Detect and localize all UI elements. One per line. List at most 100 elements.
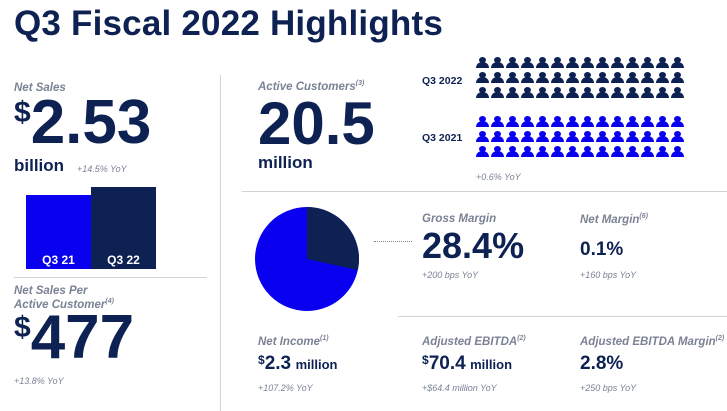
adjusted-ebitda-margin-label-text: Adjusted EBITDA Margin bbox=[580, 335, 716, 348]
net-income-label: Net Income(1) bbox=[258, 335, 329, 348]
gross-margin-value: 28.4% bbox=[422, 225, 525, 266]
customers-icons-row-q3-2022-a bbox=[476, 57, 686, 68]
person-icon bbox=[476, 87, 489, 98]
person-icon bbox=[476, 57, 489, 68]
active-customers-footnote: (3) bbox=[355, 80, 365, 87]
person-icon bbox=[596, 72, 609, 83]
person-icon bbox=[641, 116, 654, 127]
person-icon bbox=[491, 87, 504, 98]
pie-slice-small bbox=[307, 207, 360, 271]
customers-icons-row-q3-2021-b bbox=[476, 131, 686, 142]
gross-margin-change: +200 bps YoY bbox=[422, 270, 479, 280]
adjusted-ebitda-number: 70.4 bbox=[428, 353, 466, 374]
person-icon bbox=[566, 57, 579, 68]
adjusted-ebitda-margin-change: +250 bps YoY bbox=[580, 383, 637, 393]
person-icon bbox=[521, 146, 534, 157]
person-icon bbox=[596, 131, 609, 142]
active-customers-label: Active Customers(3) bbox=[258, 80, 364, 93]
person-icon bbox=[611, 116, 624, 127]
person-icon bbox=[521, 57, 534, 68]
bar-label-q3-22: Q3 22 bbox=[107, 253, 140, 267]
adjusted-ebitda-label-text: Adjusted EBITDA bbox=[422, 335, 518, 348]
customers-row-label-q3-2021: Q3 2021 bbox=[422, 132, 463, 144]
nspac-label-text: Active Customer bbox=[14, 298, 106, 311]
person-icon bbox=[581, 72, 594, 83]
person-icon bbox=[506, 72, 519, 83]
person-icon bbox=[611, 131, 624, 142]
active-customers-value: 20.5 bbox=[258, 90, 375, 157]
person-icon bbox=[551, 116, 564, 127]
person-icon bbox=[611, 57, 624, 68]
adjusted-ebitda-value: $70.4 million bbox=[422, 354, 512, 373]
net-sales-unit: billion bbox=[14, 156, 65, 175]
person-icon bbox=[641, 57, 654, 68]
person-icon bbox=[641, 146, 654, 157]
person-icon bbox=[551, 72, 564, 83]
adjusted-ebitda-currency: $ bbox=[422, 353, 429, 367]
customers-icons-row-q3-2022-b bbox=[476, 72, 686, 83]
person-icon bbox=[641, 72, 654, 83]
person-icon bbox=[671, 87, 684, 98]
net-sales-bar-q3-22: Q3 22 bbox=[91, 187, 156, 269]
person-icon bbox=[506, 146, 519, 157]
person-icon bbox=[551, 57, 564, 68]
customers-icons-row-q3-2022-c bbox=[476, 87, 686, 98]
adjusted-ebitda-footnote: (2) bbox=[517, 335, 526, 342]
person-icon bbox=[506, 87, 519, 98]
person-icon bbox=[491, 116, 504, 127]
person-icon bbox=[491, 72, 504, 83]
person-icon bbox=[551, 131, 564, 142]
person-icon bbox=[641, 131, 654, 142]
person-icon bbox=[506, 57, 519, 68]
person-icon bbox=[566, 87, 579, 98]
person-icon bbox=[596, 57, 609, 68]
adjusted-ebitda-change: +$64.4 million YoY bbox=[422, 383, 497, 393]
person-icon bbox=[536, 116, 549, 127]
net-income-number: 2.3 bbox=[264, 353, 292, 374]
nspac-footnote: (4) bbox=[105, 298, 114, 305]
person-icon bbox=[596, 116, 609, 127]
net-sales-value: $2.53 bbox=[14, 92, 151, 154]
margin-pie-chart bbox=[255, 207, 360, 311]
net-margin-change: +160 bps YoY bbox=[580, 270, 637, 280]
net-income-unit: million bbox=[295, 357, 338, 372]
person-icon bbox=[626, 131, 639, 142]
net-margin-footnote: (6) bbox=[639, 213, 648, 220]
net-income-currency: $ bbox=[258, 353, 265, 367]
person-icon bbox=[521, 72, 534, 83]
person-icon bbox=[551, 146, 564, 157]
person-icon bbox=[491, 57, 504, 68]
net-sales-change: +14.5% YoY bbox=[77, 164, 127, 174]
person-icon bbox=[641, 87, 654, 98]
person-icon bbox=[581, 87, 594, 98]
person-icon bbox=[656, 116, 669, 127]
gross-margin-label: Gross Margin bbox=[422, 213, 497, 225]
net-income-change: +107.2% YoY bbox=[258, 383, 313, 393]
person-icon bbox=[656, 72, 669, 83]
active-customers-unit: million bbox=[258, 153, 313, 172]
person-icon bbox=[521, 116, 534, 127]
divider-right-top bbox=[242, 191, 727, 192]
net-margin-value: 0.1% bbox=[580, 239, 624, 260]
person-icon bbox=[476, 116, 489, 127]
person-icon bbox=[581, 57, 594, 68]
person-icon bbox=[491, 131, 504, 142]
active-customers-change: +0.6% YoY bbox=[476, 172, 521, 182]
customers-icons-row-q3-2021-a bbox=[476, 116, 686, 127]
person-icon bbox=[536, 146, 549, 157]
person-icon bbox=[671, 57, 684, 68]
divider-right-bottom bbox=[398, 316, 727, 317]
net-income-footnote: (1) bbox=[320, 335, 329, 342]
person-icon bbox=[536, 72, 549, 83]
person-icon bbox=[611, 72, 624, 83]
person-icon bbox=[536, 57, 549, 68]
net-income-value: $2.3 million bbox=[258, 354, 337, 373]
person-icon bbox=[521, 131, 534, 142]
person-icon bbox=[626, 146, 639, 157]
pie-leader-line bbox=[374, 241, 412, 242]
person-icon bbox=[656, 57, 669, 68]
net-sales-number: 2.53 bbox=[30, 88, 152, 157]
person-icon bbox=[671, 131, 684, 142]
divider-left bbox=[14, 277, 207, 278]
person-icon bbox=[626, 87, 639, 98]
